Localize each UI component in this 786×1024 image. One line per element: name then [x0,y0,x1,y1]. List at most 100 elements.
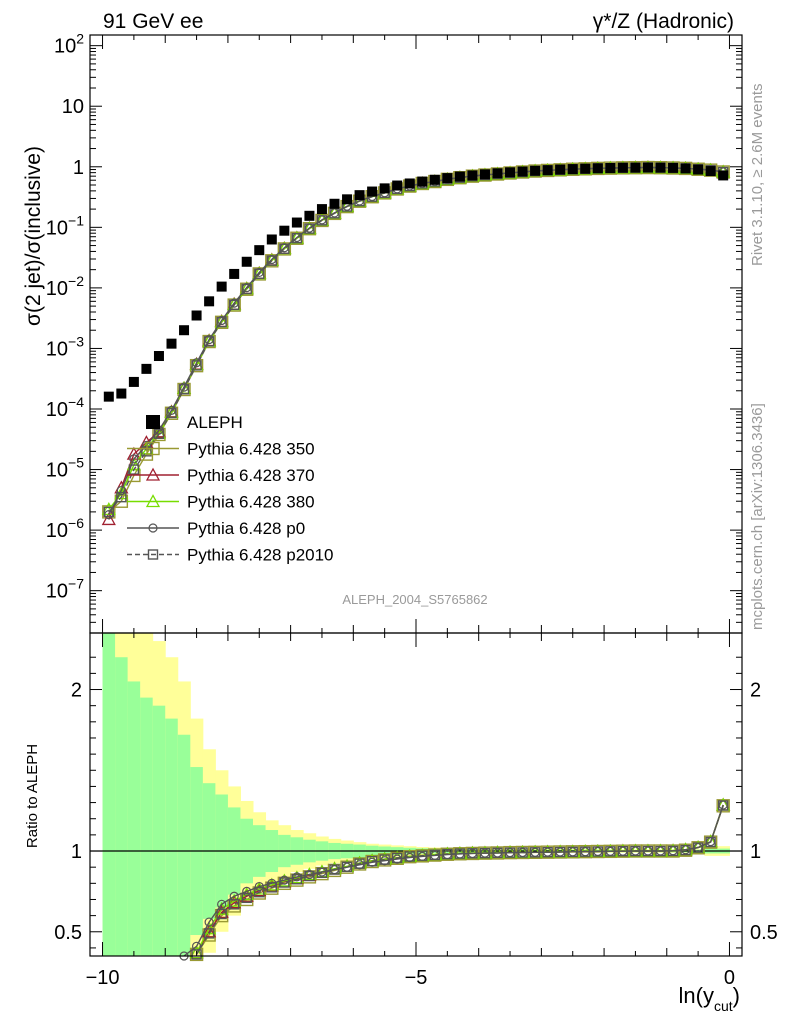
main-data-point [254,268,265,279]
main-data-point [241,283,252,295]
ratio-data-point [429,849,441,861]
main-data-point [668,162,679,173]
main-ytick-label: 102 [54,31,84,58]
ratio-ytick-label: 0.5 [54,922,82,944]
main-data-point [191,360,202,371]
main-data-point [304,223,315,234]
ratio-data-point [542,846,553,858]
main-data-point [304,210,315,221]
ratio-data-point [454,848,466,859]
rivet-label: Rivet 3.1.10, ≥ 2.6M events [749,84,766,267]
main-data-point [179,325,190,336]
main-data-point [329,198,340,209]
ratio-data-point [580,846,591,857]
ratio-data-point [304,870,315,882]
main-data-point [580,163,591,174]
legend-label: Pythia 6.428 380 [187,493,315,512]
ratio-uncertainty-bands [102,633,730,956]
main-ytick-label: 10−5 [46,455,84,482]
main-data-point [392,180,403,191]
ratio-band-inner [115,657,129,956]
legend-marker [145,494,161,508]
ratio-data-point [241,892,252,904]
main-ytick-label: 1 [73,157,84,179]
ratio-data-point [554,846,566,858]
main-data-point [128,464,140,475]
mcplots-label: mcplots.cern.ch [arXiv:1306.3436] [749,403,766,630]
main-data-point [316,215,328,226]
main-data-point [216,281,227,292]
ratio-data-point [391,852,403,864]
ratio-series-line [195,805,724,955]
ratio-data-point [227,893,242,907]
ratio-data-point [254,887,265,898]
legend-item: ALEPH [146,413,243,432]
ratio-data-point [442,848,453,860]
ratio-data-point [228,899,240,910]
legend-label: Pythia 6.428 p2010 [187,546,334,565]
main-series-line [108,166,724,513]
main-data-point [291,232,303,244]
main-ylabel: σ(2 jet)/σ(inclusive) [22,146,45,326]
legend-item: Pythia 6.428 p2010 [127,546,334,565]
legend-label: ALEPH [187,413,243,432]
ratio-data-point [404,851,415,862]
ratio-ytick-label-right: 2 [750,680,761,702]
ratio-data-point [254,881,264,892]
ratio-data-point [217,899,227,909]
main-series-0 [103,162,729,402]
main-data-point [542,165,553,176]
ratio-data-point [517,847,528,858]
main-series-5 [103,162,729,518]
main-data-point [354,190,365,201]
main-data-point [216,316,227,328]
legend-marker [146,441,160,456]
ratio-data-point [717,800,729,811]
ratio-xtick-label: −5 [405,967,428,989]
main-ytick-label: 10 [62,96,84,118]
main-ytick-label: 10−4 [46,394,84,421]
ratio-series-4 [191,800,729,960]
legend-marker [145,467,161,481]
analysis-label: ALEPH_2004_S5765862 [342,592,487,607]
ratio-band-inner [127,681,141,956]
ratio-xtick-label: 0 [724,967,735,989]
main-data-point [204,296,215,307]
main-data-point [103,506,115,518]
main-data-point [693,164,704,175]
main-data-point [530,165,541,176]
ratio-data-point [316,867,328,879]
ratio-data-point [605,846,616,857]
ratio-data-point [191,949,202,960]
main-data-point [567,164,578,175]
ratio-data-point [617,845,629,857]
ratio-data-point [341,861,353,873]
main-data-point [617,162,628,173]
ratio-data-point [680,844,691,856]
ratio-data-point [189,945,204,959]
ratio-data-point [705,836,716,848]
main-series-line [108,166,724,513]
ratio-data-point [479,847,491,859]
main-data-point [479,169,490,180]
ratio-ytick-label-right: 1 [750,841,761,863]
legend-label: Pythia 6.428 370 [187,466,315,485]
ratio-band-inner [140,697,154,956]
ratio-band-inner [165,718,179,956]
ratio-data-point [189,947,204,962]
main-data-point [655,162,666,173]
main-data-point [605,162,616,173]
main-data-point [229,268,240,279]
main-data-point [103,391,114,402]
main-ytick-label: 10−1 [46,212,84,239]
legend-item: Pythia 6.428 350 [127,440,315,459]
ratio-data-point [242,886,252,897]
ratio-data-point [417,850,428,861]
main-data-point [467,170,478,181]
ratio-data-point [329,864,340,875]
main-data-point [279,243,290,255]
main-data-point [153,351,164,362]
ratio-data-point [354,858,365,869]
right-title: γ*/Z (Hadronic) [593,10,734,33]
